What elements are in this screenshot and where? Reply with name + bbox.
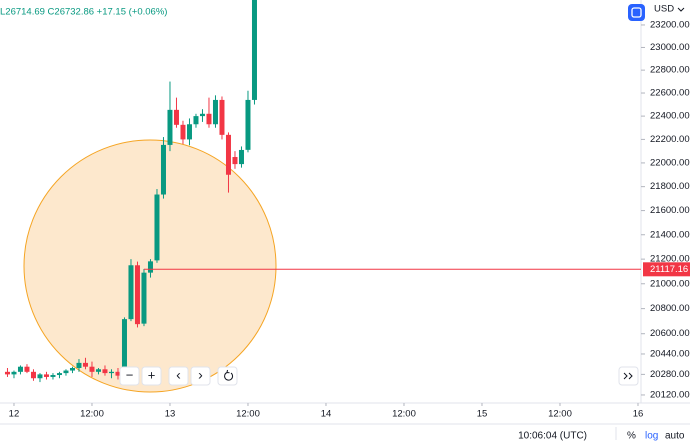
y-tick-label: 21200.00 <box>650 254 690 265</box>
candle-body <box>121 319 127 377</box>
zoom-out-label: − <box>126 367 134 382</box>
y-tick-label: 20120.00 <box>650 389 690 400</box>
candle-body <box>199 113 205 117</box>
candle-body <box>245 99 251 150</box>
candle-body <box>238 149 244 165</box>
candle-body <box>89 366 95 372</box>
settings-button[interactable] <box>628 4 645 21</box>
candle-body <box>108 371 114 374</box>
scroll-end-icon <box>623 372 633 380</box>
zoom-in-label: + <box>148 367 156 382</box>
candle-body <box>134 265 140 325</box>
currency-label[interactable]: USD <box>654 4 674 15</box>
x-tick-label: 12:00 <box>548 409 572 420</box>
y-tick-label: 22400.00 <box>650 111 690 122</box>
y-tick-label: 20800.00 <box>650 303 690 314</box>
log-toggle[interactable]: log <box>645 431 658 442</box>
x-tick-label: 12 <box>9 409 20 420</box>
y-tick-label: 22800.00 <box>650 65 690 76</box>
candle-body <box>95 369 101 372</box>
scroll-left-button[interactable] <box>168 366 189 386</box>
scroll-left-label: ‹ <box>176 367 181 383</box>
zoom-in-button[interactable] <box>141 366 162 386</box>
y-tick-label: 22200.00 <box>650 134 690 145</box>
candle-body <box>193 116 199 125</box>
zoom-out-button[interactable] <box>119 366 140 386</box>
candle-body <box>154 194 160 261</box>
x-tick-label: 12:00 <box>80 409 104 420</box>
plot-area <box>4 0 257 383</box>
x-tick-label: 16 <box>633 409 644 420</box>
candle-body <box>17 366 23 372</box>
candle-body <box>76 362 82 368</box>
candle-body <box>232 157 238 165</box>
candle-body <box>212 99 218 125</box>
scroll-right-button[interactable] <box>190 366 211 386</box>
reset-icon <box>224 369 234 381</box>
candle-body <box>50 375 56 377</box>
candle-body <box>160 144 166 195</box>
candle-body <box>4 371 10 375</box>
y-tick-label: 20600.00 <box>650 328 690 339</box>
percent-toggle[interactable]: % <box>627 431 636 442</box>
legend-text: L26714.69 C26732.86 +17.15 (+0.06%) <box>0 7 167 18</box>
price-label: 21117.16 <box>650 264 688 275</box>
reset-button[interactable] <box>217 366 238 386</box>
scroll-right-label: › <box>198 367 203 383</box>
x-tick-label: 13 <box>165 409 176 420</box>
dropdown-icon <box>677 7 685 12</box>
candle-body <box>219 99 225 135</box>
y-tick-label: 23000.00 <box>650 42 690 53</box>
y-tick-label: 22000.00 <box>650 157 690 168</box>
y-tick-label: 20440.00 <box>650 348 690 359</box>
x-tick-label: 12:00 <box>392 409 416 420</box>
candle-body <box>115 371 121 376</box>
candle-body <box>225 134 231 175</box>
y-tick-label: 21800.00 <box>650 181 690 192</box>
x-tick-label: 15 <box>477 409 488 420</box>
candle-body <box>141 272 147 324</box>
candle-body <box>24 366 30 372</box>
y-tick-label: 23200.00 <box>650 19 690 30</box>
x-tick-label: 14 <box>321 409 332 420</box>
y-tick-label: 21000.00 <box>650 278 690 289</box>
candle-body <box>82 362 88 367</box>
scroll-end-button[interactable] <box>618 366 639 386</box>
candle-body <box>43 374 49 377</box>
settings-icon <box>631 7 642 18</box>
candle-body <box>167 109 173 145</box>
auto-toggle[interactable]: auto <box>665 431 685 442</box>
candle-body <box>180 124 186 140</box>
zoom-controls: − + ‹ › <box>119 366 238 386</box>
candle-body <box>206 113 212 125</box>
candle-body <box>69 367 75 371</box>
y-tick-label: 21400.00 <box>650 229 690 240</box>
x-tick-label: 12:00 <box>236 409 260 420</box>
y-tick-label: 22600.00 <box>650 88 690 99</box>
candle-body <box>37 374 43 379</box>
candle-body <box>147 261 153 273</box>
candle-body <box>56 373 62 376</box>
candle-body <box>102 369 108 374</box>
y-tick-label: 21600.00 <box>650 205 690 216</box>
candle-body <box>63 370 69 374</box>
candle-body <box>173 109 179 125</box>
candle-body <box>186 124 192 140</box>
clock: 10:06:04 (UTC) <box>518 431 587 442</box>
candle-body <box>128 265 134 320</box>
candle-body <box>30 371 36 379</box>
y-tick-label: 20280.00 <box>650 369 690 380</box>
price-label-bg <box>643 262 690 277</box>
candle-body <box>11 371 17 375</box>
candle-body <box>251 0 257 100</box>
